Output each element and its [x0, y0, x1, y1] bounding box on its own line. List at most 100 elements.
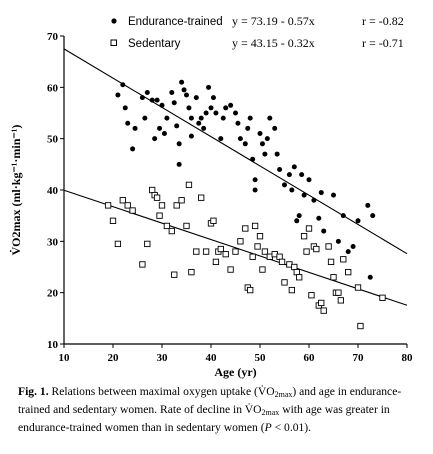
point-endurance-trained-30	[201, 125, 207, 131]
point-sedentary-60	[320, 307, 327, 314]
point-sedentary-6	[139, 261, 146, 268]
point-endurance-trained-27	[193, 95, 199, 101]
point-endurance-trained-2	[122, 105, 128, 111]
point-endurance-trained-79	[370, 213, 376, 219]
x-tick-label-20: 20	[108, 352, 120, 364]
point-endurance-trained-77	[365, 202, 371, 208]
caption-vo2-sub-2: 2max	[261, 408, 280, 417]
point-endurance-trained-69	[321, 228, 327, 234]
series-sedentary	[104, 181, 386, 330]
point-sedentary-50	[293, 268, 300, 276]
point-endurance-trained-36	[218, 136, 224, 142]
point-endurance-trained-14	[161, 131, 167, 137]
figure-caption: Fig. 1. Relations between maximal oxygen…	[18, 384, 418, 435]
scatter-chart: Endurance-trained y = 73.19 - 0.57x r = …	[9, 14, 414, 379]
point-endurance-trained-78	[367, 274, 373, 280]
point-sedentary-45	[278, 258, 286, 266]
r-value-sedentary: r = -0.71	[362, 36, 404, 50]
caption-figure-number: Fig. 1.	[18, 385, 49, 398]
point-sedentary-2	[114, 240, 122, 248]
point-sedentary-37	[251, 222, 259, 230]
point-endurance-trained-46	[250, 156, 256, 162]
point-sedentary-54	[305, 225, 313, 232]
point-endurance-trained-0	[115, 92, 121, 98]
point-sedentary-69	[354, 284, 362, 291]
point-endurance-trained-6	[139, 95, 145, 101]
point-sedentary-18	[183, 222, 190, 230]
point-endurance-trained-65	[306, 177, 312, 183]
point-sedentary-63	[330, 274, 337, 281]
point-sedentary-36	[249, 253, 256, 260]
point-endurance-trained-22	[181, 87, 187, 93]
point-endurance-trained-52	[264, 136, 270, 142]
point-sedentary-15	[171, 271, 178, 278]
point-sedentary-55	[308, 292, 315, 299]
point-endurance-trained-9	[149, 97, 155, 103]
point-sedentary-67	[340, 256, 347, 263]
point-sedentary-32	[237, 238, 244, 245]
legend-label-endurance-trained: Endurance-trained	[128, 16, 223, 28]
point-sedentary-13	[163, 222, 171, 230]
point-sedentary-39	[256, 233, 264, 240]
point-sedentary-22	[198, 194, 205, 201]
x-tick-label-80: 80	[402, 352, 414, 364]
point-sedentary-7	[144, 240, 151, 248]
point-endurance-trained-54	[272, 125, 278, 131]
point-sedentary-17	[178, 197, 185, 204]
y-tick-label-10: 10	[47, 339, 59, 351]
point-sedentary-20	[188, 268, 195, 276]
point-sedentary-46	[281, 279, 288, 286]
point-sedentary-12	[158, 202, 166, 209]
point-sedentary-0	[104, 202, 112, 209]
x-tick-label-10: 10	[59, 352, 71, 364]
point-endurance-trained-66	[311, 197, 317, 203]
point-endurance-trained-57	[282, 182, 287, 188]
x-tick-label-50: 50	[255, 352, 267, 364]
point-endurance-trained-40	[233, 110, 238, 116]
point-endurance-trained-38	[223, 105, 229, 111]
point-endurance-trained-33	[208, 105, 214, 111]
point-endurance-trained-55	[274, 151, 280, 157]
point-endurance-trained-15	[164, 115, 170, 121]
point-sedentary-38	[254, 243, 261, 250]
point-endurance-trained-13	[159, 102, 165, 108]
caption-p-symbol: P	[264, 421, 272, 434]
point-endurance-trained-29	[198, 115, 204, 121]
point-sedentary-19	[185, 181, 193, 189]
r-value-endurance-trained: r = -0.82	[362, 14, 404, 28]
x-axis-label: Age (yr)	[214, 365, 256, 379]
point-endurance-trained-37	[220, 115, 226, 121]
point-endurance-trained-58	[286, 172, 292, 178]
point-sedentary-65	[335, 289, 342, 296]
point-endurance-trained-71	[331, 192, 336, 198]
point-endurance-trained-35	[213, 110, 219, 116]
point-endurance-trained-67	[316, 215, 322, 221]
caption-text-4: < 0.01).	[271, 421, 312, 434]
point-sedentary-28	[217, 245, 224, 253]
point-endurance-trained-7	[142, 115, 148, 121]
y-tick-label-40: 40	[47, 185, 59, 197]
legend-label-sedentary: Sedentary	[128, 38, 181, 50]
axes	[63, 36, 407, 345]
point-endurance-trained-51	[262, 151, 268, 157]
point-sedentary-31	[232, 248, 239, 255]
point-sedentary-14	[168, 227, 175, 235]
x-tick-label-30: 30	[157, 352, 169, 364]
point-endurance-trained-8	[144, 89, 150, 95]
y-tick-label-30: 30	[47, 236, 59, 248]
x-tick-label-60: 60	[304, 352, 316, 364]
point-sedentary-3	[119, 197, 126, 204]
point-sedentary-35	[247, 286, 254, 294]
caption-text-2: ) and age in endurance-trained and seden…	[18, 385, 402, 416]
point-endurance-trained-56	[277, 166, 283, 172]
point-sedentary-10	[153, 194, 161, 201]
y-tick-label-60: 60	[47, 82, 59, 94]
point-endurance-trained-53	[267, 115, 273, 121]
point-endurance-trained-11	[154, 97, 160, 103]
legend: Endurance-trained y = 73.19 - 0.57x r = …	[110, 14, 404, 50]
point-endurance-trained-59	[289, 187, 295, 193]
point-endurance-trained-42	[237, 136, 243, 142]
point-endurance-trained-45	[247, 115, 253, 121]
caption-text-3: with age was greater in endurance-traine…	[18, 403, 390, 434]
point-endurance-trained-62	[296, 213, 302, 219]
